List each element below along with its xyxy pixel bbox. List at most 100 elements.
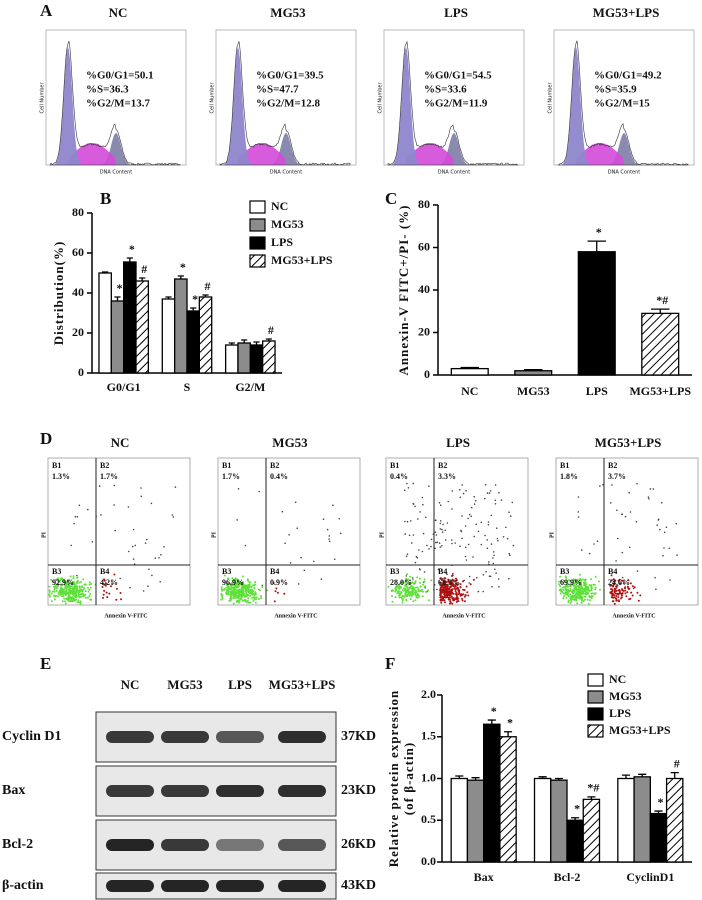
quadrant-pct: 96.9% [222,578,244,587]
event-dot [440,591,443,594]
event-dot [87,586,89,589]
event-dot [490,514,493,517]
event-dot [132,528,135,531]
event-dot [596,540,599,542]
error-bar [471,777,480,781]
bar [224,344,239,374]
event-dot [88,581,91,584]
y-axis-label: PI [549,531,555,538]
event-dot [54,598,56,601]
event-dot [246,599,249,602]
x-tick-label: G2/M [235,380,265,394]
y-tick-label: 0.5 [421,812,436,826]
bar [98,272,112,374]
event-dot [147,585,149,587]
g1-peak [558,47,688,165]
event-dot [75,590,78,592]
event-dot [613,580,615,583]
event-dot [621,576,624,579]
event-dot [407,487,410,489]
event-dot [630,591,633,594]
event-dot [494,568,496,571]
event-dot [467,543,470,546]
error-bar [670,772,679,779]
event-dot [466,591,469,594]
event-dot [146,538,148,541]
event-dot [659,528,661,531]
event-dot [559,575,562,578]
event-dot [228,582,231,585]
event-dot [237,585,240,588]
g1-peak [50,47,180,165]
event-dot [405,577,408,580]
bar [450,367,489,376]
event-dot [417,588,420,591]
event-dot [569,602,572,604]
plot-title: NC [109,5,128,20]
bar [466,779,485,863]
s-phase [388,143,518,165]
event-dot [566,579,568,582]
event-dot [498,586,500,588]
event-dot [578,594,580,597]
event-dot [248,583,251,586]
event-dot [495,527,498,529]
event-dot [460,594,463,597]
event-dot [624,589,627,592]
stat-text: %S=35.9 [594,84,637,96]
event-dot [446,583,448,586]
event-dot [395,589,398,592]
quadrant-name: B2 [270,461,279,470]
quadrant-name: B2 [608,461,617,470]
error-bar [554,777,563,781]
event-dot [625,595,628,598]
significance: * [180,260,186,274]
event-dot [575,585,578,588]
event-dot [484,484,487,486]
event-dot [171,514,174,516]
event-dot [239,593,242,596]
event-dot [51,580,54,583]
event-dot [106,596,109,599]
event-dot [676,554,678,556]
significance: * [507,715,513,729]
event-dot [559,592,562,595]
x-axis-label: Annexin V-FITC [274,613,317,619]
event-dot [424,516,427,519]
stat-text: %G2/M=15 [594,98,650,110]
event-dot [246,594,249,596]
event-dot [76,587,79,590]
event-dot [238,583,241,586]
event-dot [439,581,442,584]
event-dot [328,535,331,537]
event-dot [508,511,510,513]
bar [582,798,601,863]
event-dot [404,591,407,594]
event-dot [234,592,237,595]
event-dot [234,588,237,591]
event-dot [411,585,413,588]
event-dot [261,586,264,589]
event-dot [562,586,564,589]
event-dot [229,597,232,600]
event-dot [594,588,597,591]
quadrant-pct: 68.3% [438,578,460,587]
event-dot [404,533,407,535]
event-dot [441,545,443,547]
event-dot [442,599,444,602]
event-dot [455,600,458,603]
event-dot [258,589,261,592]
event-dot [296,527,299,529]
event-dot [51,600,53,603]
event-dot [242,589,245,592]
event-dot [616,509,618,512]
y-axis-label: Cell Number [548,82,554,114]
event-dot [462,588,465,591]
significance: # [674,756,680,770]
event-dot [84,590,87,593]
event-dot [81,585,83,588]
event-dot [403,596,406,599]
event-dot [243,585,246,588]
event-dot [564,575,567,578]
event-dot [497,539,499,542]
